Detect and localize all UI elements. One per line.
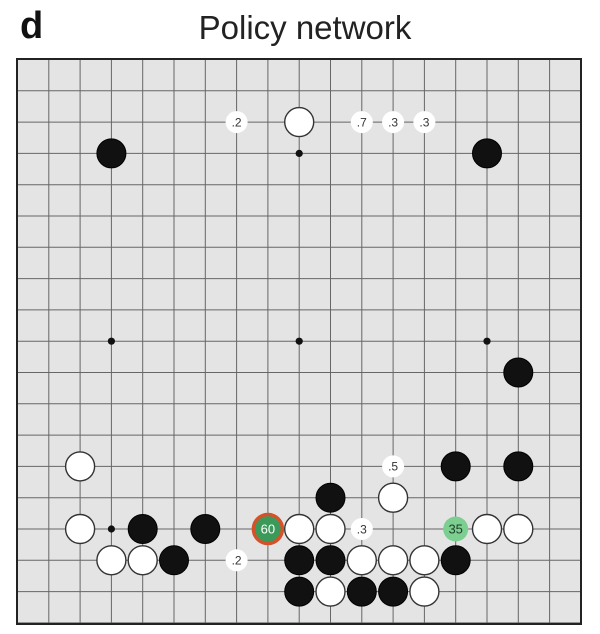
move-probability: .2 xyxy=(225,549,248,572)
white-stone xyxy=(346,545,377,576)
star-point xyxy=(295,337,303,345)
star-point xyxy=(107,525,115,533)
star-point xyxy=(483,337,491,345)
white-stone xyxy=(377,482,409,513)
probability-marker xyxy=(413,111,436,134)
move-probability: .3 xyxy=(350,518,373,540)
probability-label: .3 xyxy=(388,115,398,129)
black-stone xyxy=(440,545,471,576)
panel-title: Policy network xyxy=(198,9,412,46)
star-point xyxy=(295,149,303,157)
move-probability: .7 xyxy=(350,111,373,134)
black-stone xyxy=(378,576,409,607)
black-stone xyxy=(127,514,158,544)
white-stone xyxy=(284,513,315,545)
probability-label: 60 xyxy=(261,522,275,537)
black-stone xyxy=(346,576,377,607)
probability-marker xyxy=(350,111,373,134)
probability-label: .3 xyxy=(357,522,367,536)
move-probability: 35 xyxy=(443,516,469,542)
white-stone xyxy=(471,513,503,545)
probability-marker xyxy=(225,111,248,134)
move-probability: .3 xyxy=(413,111,436,134)
probability-label: .7 xyxy=(357,115,367,129)
move-probability: .3 xyxy=(382,111,405,134)
probability-label: 35 xyxy=(448,522,462,537)
white-stone xyxy=(503,513,534,545)
move-probability: .2 xyxy=(225,111,248,134)
panel-letter: d xyxy=(20,5,44,47)
white-stone xyxy=(315,513,346,545)
white-stone xyxy=(127,545,158,576)
black-stone xyxy=(315,545,346,576)
white-stone xyxy=(315,576,346,607)
probability-marker xyxy=(225,549,248,572)
probability-label: .2 xyxy=(232,115,242,129)
black-stone xyxy=(284,576,315,607)
high-probability-marker xyxy=(443,516,469,542)
move-probability: .5 xyxy=(382,455,405,478)
board-frame xyxy=(16,58,582,625)
white-stone xyxy=(64,451,96,482)
probability-marker xyxy=(382,111,405,134)
black-stone xyxy=(284,545,315,576)
white-stone xyxy=(64,513,96,545)
probability-label: .2 xyxy=(232,554,242,568)
white-stone xyxy=(96,545,127,576)
move-probabilities: .2 .7 .3 .3 .5 .3 .2 60 35 xyxy=(225,111,469,572)
black-stone xyxy=(503,357,534,388)
white-stone xyxy=(409,545,440,576)
probability-label: .3 xyxy=(419,115,429,129)
move-probability: 60 xyxy=(251,512,285,546)
probability-label: .5 xyxy=(388,460,398,474)
stones xyxy=(64,106,534,607)
best-move-marker xyxy=(251,512,285,546)
probability-marker xyxy=(350,518,373,540)
white-stone xyxy=(377,545,409,576)
black-stone xyxy=(472,138,502,169)
black-stone xyxy=(96,138,127,169)
black-stone xyxy=(315,482,346,513)
black-stone xyxy=(440,451,471,482)
black-stone xyxy=(190,514,221,544)
white-stone xyxy=(409,576,440,607)
probability-marker xyxy=(382,455,405,478)
black-stone xyxy=(503,451,534,482)
star-point xyxy=(107,337,115,345)
white-stone xyxy=(284,106,315,138)
black-stone xyxy=(159,545,189,576)
